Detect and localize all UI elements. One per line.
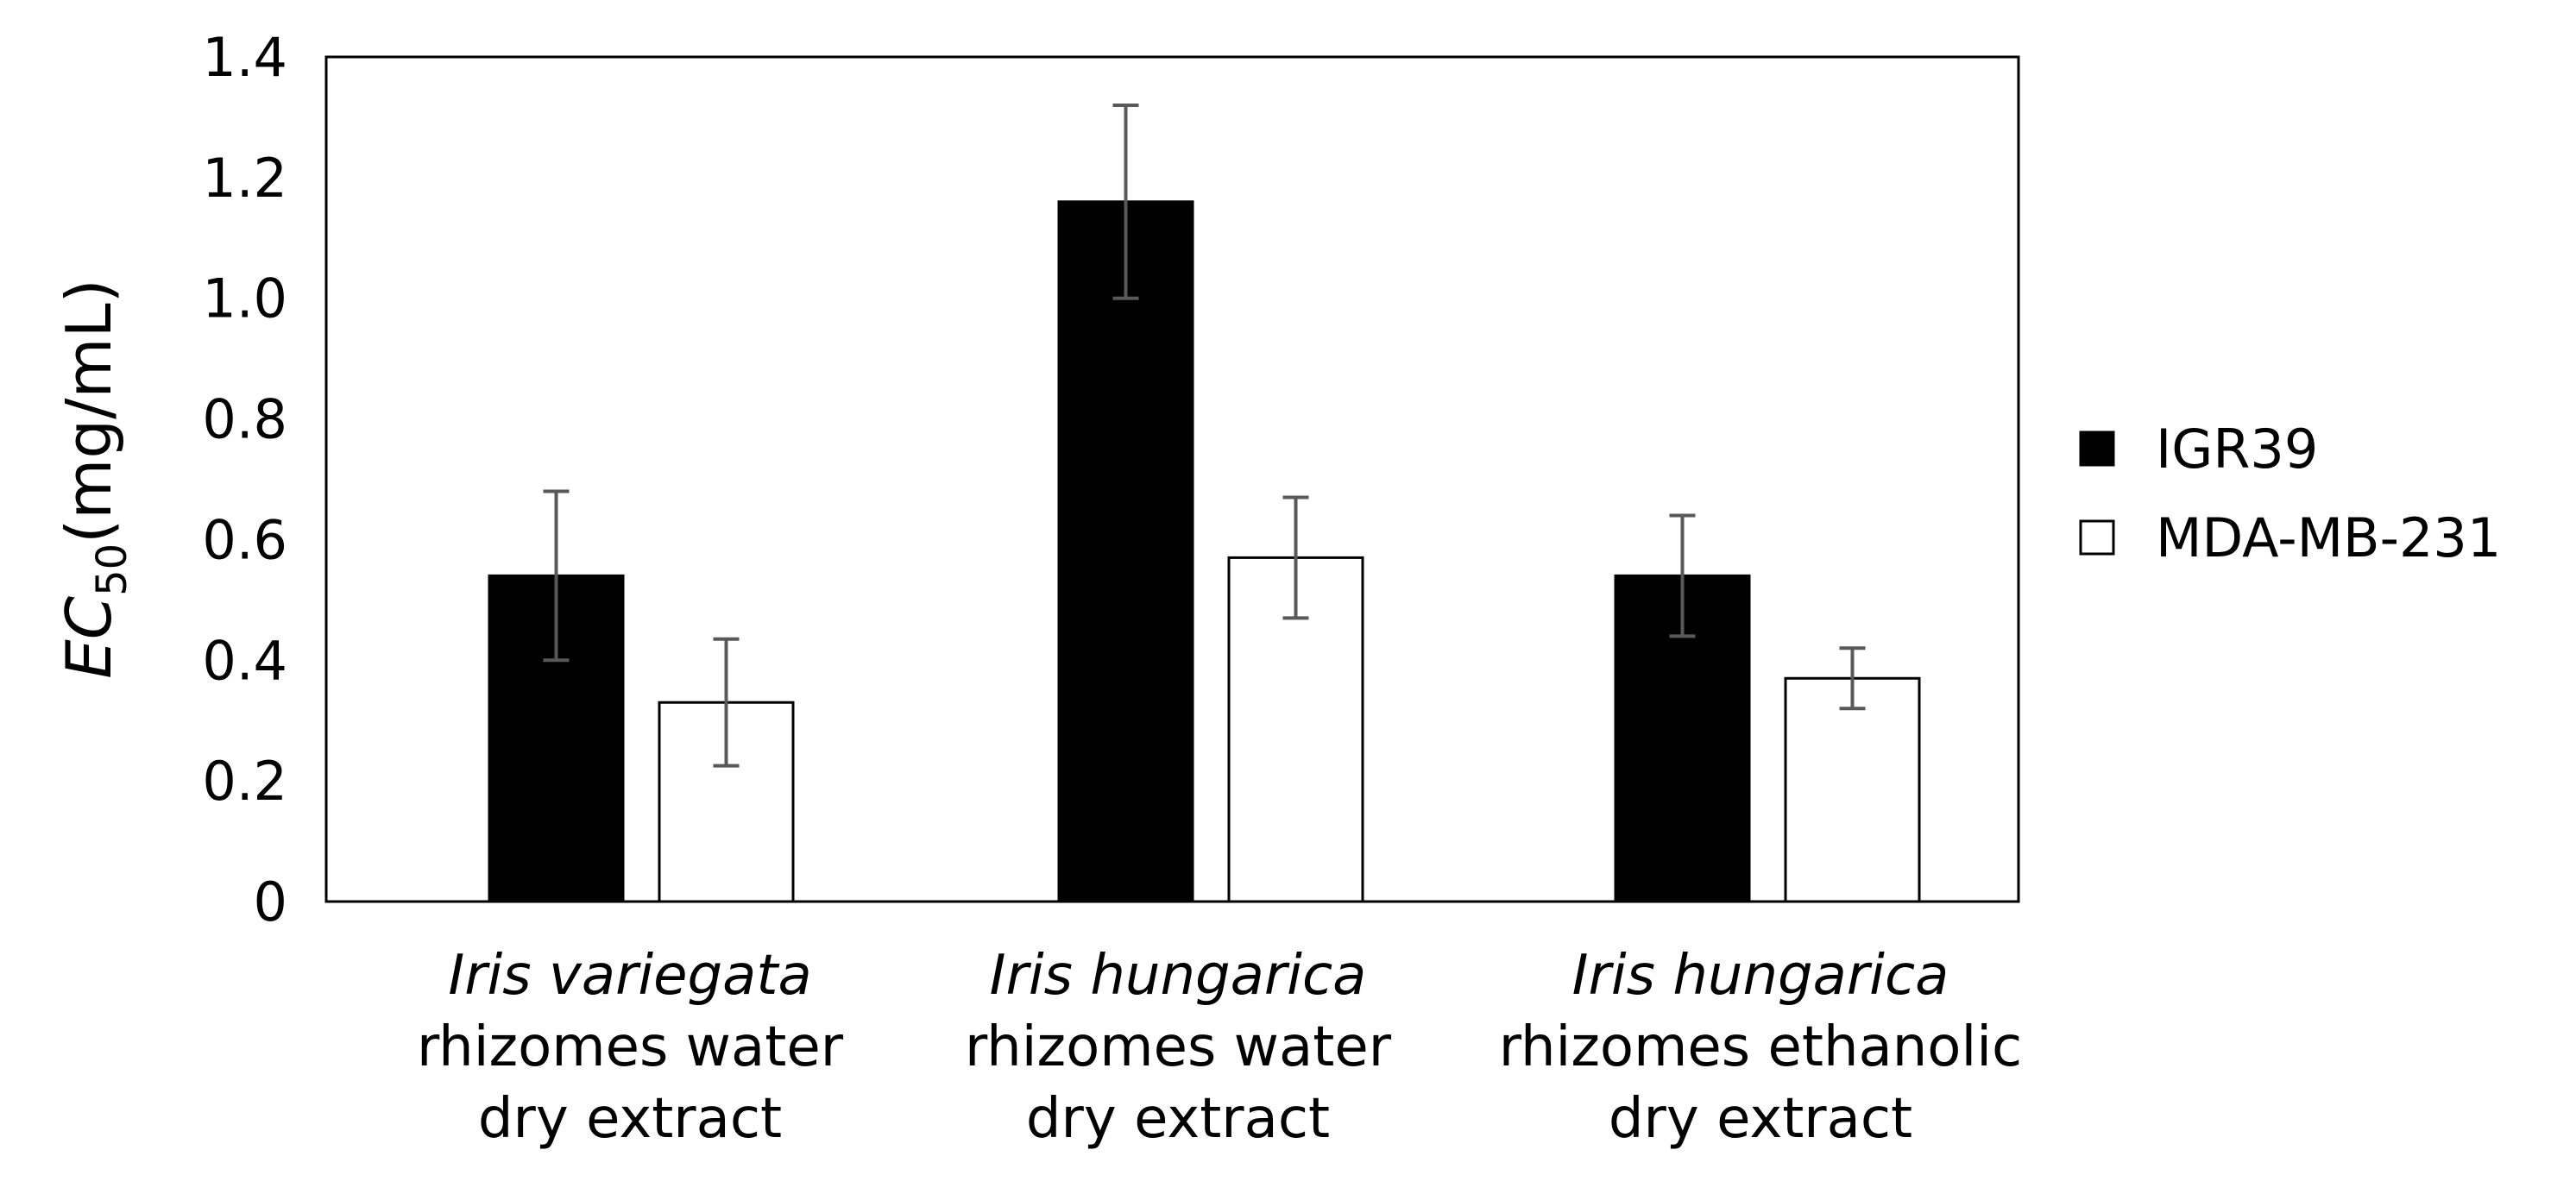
y-tick-label: 0.4 [202,629,287,692]
category-label: Iris hungarica rhizomes ethanolic dry extr… [1499,944,2022,1151]
category-label: Iris hungarica rhizomes water dry extract [965,944,1392,1151]
category-species: Iris hungarica [990,944,1367,1008]
legend: IGR39 MDA-MB-231 [2079,418,2501,569]
category-description: dry extract [1609,1087,1912,1151]
y-tick-label: 0.6 [202,508,287,571]
y-axis-ticks: 0 0.2 0.4 0.6 0.8 1.0 1.2 1.4 [202,26,287,933]
y-tick-label: 0 [254,870,287,933]
category-description: rhizomes water [417,1015,844,1079]
legend-item: MDA-MB-231 [2079,506,2501,569]
y-axis-label: EC50(mg/mL) [53,279,136,678]
error-bar [1839,646,1866,711]
legend-swatch [2079,519,2115,556]
y-axis-title: EC50(mg/mL) [53,279,136,678]
bars [488,200,1921,903]
y-tick-label: 1.2 [202,147,287,210]
legend-label: MDA-MB-231 [2156,506,2501,569]
category-label: Iris variegata rhizomes water dry extract [417,944,844,1151]
legend-label: IGR39 [2156,418,2318,481]
y-tick-label: 0.8 [202,388,287,451]
bar-igr39 [1057,200,1194,903]
error-bar [1669,513,1696,638]
error-bar [543,489,570,663]
category-description: dry extract [478,1087,782,1151]
error-bar [1282,495,1309,620]
plot-frame [324,55,2020,903]
y-tick-label: 0.2 [202,750,287,813]
category-species: Iris hungarica [1572,944,1949,1008]
error-bars [543,103,1866,768]
category-description: rhizomes water [965,1015,1392,1079]
legend-item: IGR39 [2079,418,2318,481]
category-description: rhizomes ethanolic [1499,1015,2022,1079]
y-tick-label: 1.4 [202,26,287,89]
error-bar [1112,103,1139,300]
error-bar [713,637,740,768]
legend-swatch [2079,430,2115,467]
category-description: dry extract [1026,1087,1330,1151]
bar-mda-mb-231 [1784,676,1921,903]
y-tick-label: 1.0 [202,267,287,330]
category-species: Iris variegata [448,944,811,1008]
